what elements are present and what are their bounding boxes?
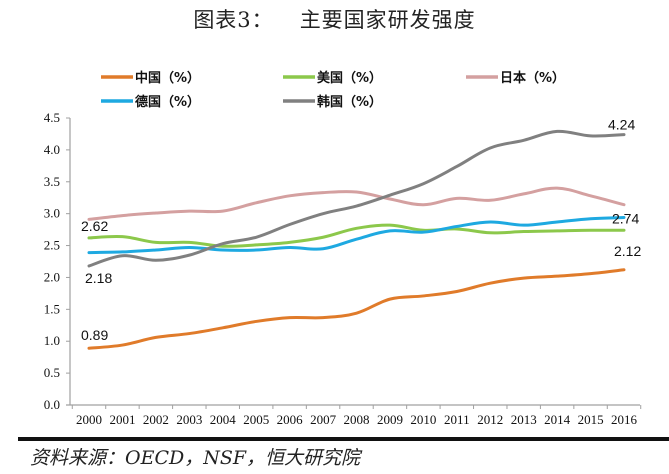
x-tick-label: 2006 xyxy=(277,412,304,427)
x-tick-label: 2008 xyxy=(344,412,370,427)
x-tick-label: 2016 xyxy=(611,412,638,427)
x-tick-label: 2005 xyxy=(243,412,269,427)
line-chart: 中国（%） 美国（%） 日本（%） 德国（%） 韩国（%） 0.0 0.5 1.0 1.5 2.… xyxy=(44,70,642,427)
data-label: 2.18 xyxy=(85,270,112,286)
x-tick-label: 2014 xyxy=(544,412,571,427)
x-tick-label: 2007 xyxy=(310,412,337,427)
chart-title-prefix: 图表3： xyxy=(193,8,274,32)
x-tick-label: 2001 xyxy=(109,412,135,427)
x-tick-label: 2002 xyxy=(143,412,169,427)
x-tick-label: 2004 xyxy=(210,412,237,427)
data-labels: 0.89 2.12 2.62 2.74 2.18 4.24 xyxy=(81,117,641,344)
chart-title: 图表3： 主要国家研发强度 xyxy=(0,4,669,34)
axes: 0.0 0.5 1.0 1.5 2.0 2.5 3.0 3.5 4.0 4.5 2000 2001 20… xyxy=(44,110,642,427)
y-tick-label: 1.0 xyxy=(44,333,60,348)
legend-label: 德国（%） xyxy=(135,94,200,110)
x-tick-label: 2009 xyxy=(377,412,403,427)
series-line xyxy=(87,268,626,350)
y-tick-label: 2.0 xyxy=(44,269,60,284)
x-tick-label: 2000 xyxy=(76,412,102,427)
x-tick-label: 2011 xyxy=(444,412,470,427)
source-note: 资料来源：OECD，NSF，恒大研究院 xyxy=(30,447,361,469)
x-tick-label: 2015 xyxy=(578,412,604,427)
y-tick-label: 0.5 xyxy=(44,365,60,380)
y-tick-label: 3.0 xyxy=(44,206,60,221)
data-label: 2.62 xyxy=(81,218,108,234)
y-tick-label: 0.0 xyxy=(44,397,60,412)
y-tick-label: 3.5 xyxy=(44,174,60,189)
y-tick-label: 4.0 xyxy=(44,142,60,157)
x-tick-label: 2013 xyxy=(511,412,537,427)
x-tick-label: 2003 xyxy=(176,412,202,427)
data-label: 2.12 xyxy=(614,243,641,259)
x-tick-label: 2010 xyxy=(410,412,436,427)
chart-title-text: 主要国家研发强度 xyxy=(299,8,476,32)
series-line xyxy=(87,129,626,268)
data-label: 2.74 xyxy=(612,210,639,226)
data-label: 0.89 xyxy=(81,327,108,343)
divider-bar xyxy=(18,437,669,441)
legend-label: 中国（%） xyxy=(135,70,200,86)
y-tick-label: 4.5 xyxy=(44,110,60,125)
series-line xyxy=(87,215,626,255)
series-lines xyxy=(87,129,626,350)
x-tick-label: 2012 xyxy=(477,412,503,427)
y-tick-label: 1.5 xyxy=(44,301,60,316)
legend-label: 韩国（%） xyxy=(317,94,382,110)
series-line xyxy=(87,223,626,248)
legend-label: 美国（%） xyxy=(317,70,382,86)
data-label: 4.24 xyxy=(608,117,635,133)
legend-label: 日本（%） xyxy=(500,70,565,86)
y-tick-label: 2.5 xyxy=(44,238,60,253)
series-line xyxy=(87,186,626,221)
legend: 中国（%） 美国（%） 日本（%） 德国（%） 韩国（%） xyxy=(101,70,565,110)
